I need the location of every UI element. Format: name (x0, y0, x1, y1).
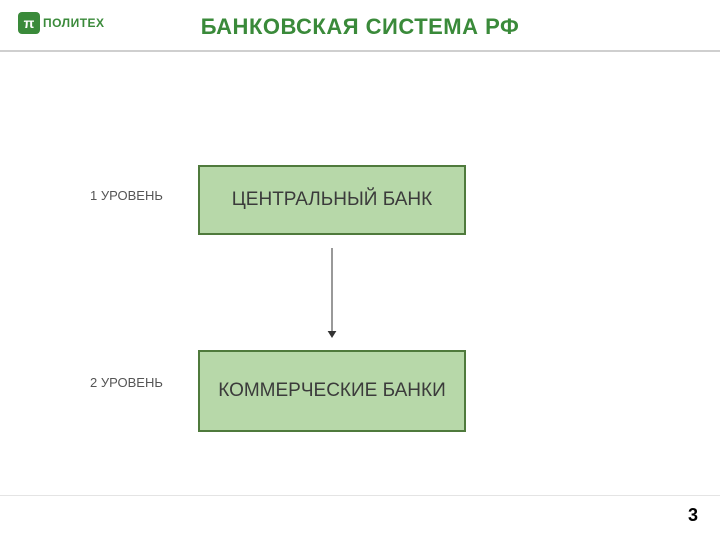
node-commercial-banks: КОММЕРЧЕСКИЕ БАНКИ (198, 350, 466, 432)
slide: π ПОЛИТЕХ БАНКОВСКАЯ СИСТЕМА РФ 1 УРОВЕН… (0, 0, 720, 540)
footer-divider (0, 495, 720, 496)
header-divider (0, 50, 720, 52)
arrow-head-icon (328, 331, 337, 338)
diagram-area: 1 УРОВЕНЬ 2 УРОВЕНЬ ЦЕНТРАЛЬНЫЙ БАНК КОМ… (0, 70, 720, 490)
level-label-1: 1 УРОВЕНЬ (90, 188, 170, 204)
page-number: 3 (688, 505, 698, 526)
page-title: БАНКОВСКАЯ СИСТЕМА РФ (0, 14, 720, 40)
level-label-2: 2 УРОВЕНЬ (90, 375, 170, 391)
header: π ПОЛИТЕХ БАНКОВСКАЯ СИСТЕМА РФ (0, 0, 720, 52)
node-central-bank-label: ЦЕНТРАЛЬНЫЙ БАНК (224, 184, 440, 216)
node-commercial-banks-label: КОММЕРЧЕСКИЕ БАНКИ (210, 375, 454, 407)
node-central-bank: ЦЕНТРАЛЬНЫЙ БАНК (198, 165, 466, 235)
arrow-down-icon (322, 248, 342, 338)
